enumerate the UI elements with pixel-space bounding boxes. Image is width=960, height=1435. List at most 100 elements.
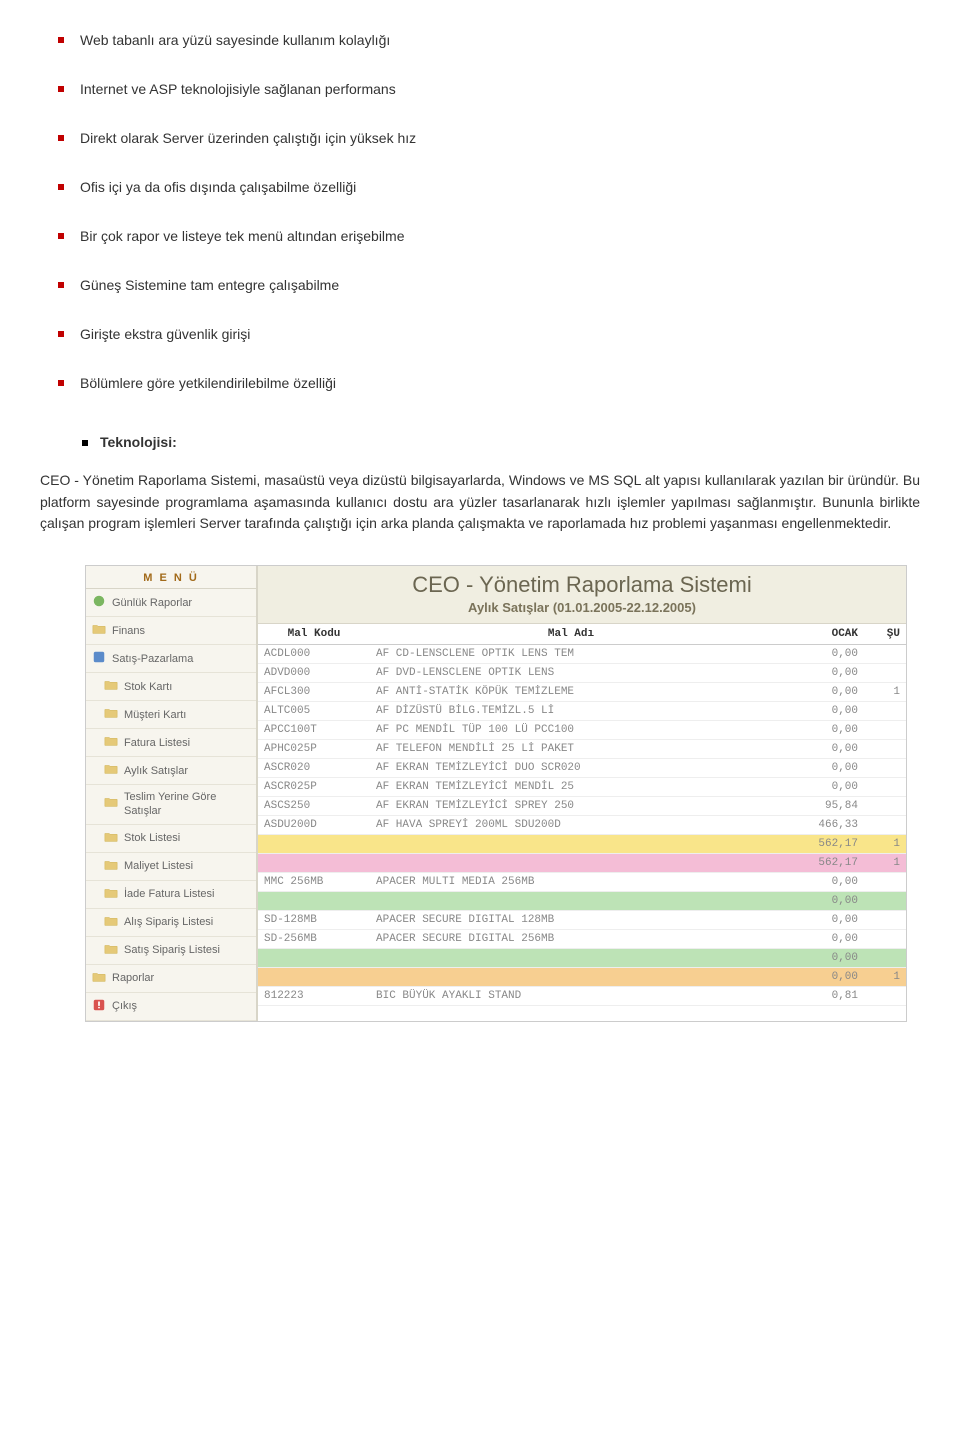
table-cell: 0,00 [772, 683, 864, 702]
table-cell: 0,00 [772, 968, 864, 987]
table-row: ACDL000AF CD-LENSCLENE OPTIK LENS TEM0,0… [258, 645, 906, 664]
folder-icon [104, 830, 118, 847]
menu-item[interactable]: Stok Kartı [86, 673, 256, 701]
menu-item-label: Finans [112, 625, 145, 637]
table-row: 0,00 [258, 949, 906, 968]
folder-icon [104, 914, 118, 931]
table-cell [864, 892, 906, 911]
table-cell: AF EKRAN TEMİZLEYİCİ DUO SCR020 [370, 759, 772, 778]
table-cell: 1 [864, 968, 906, 987]
menu-item[interactable]: Raporlar [86, 965, 256, 993]
table-row: 812223BIC BÜYÜK AYAKLI STAND0,81 [258, 987, 906, 1006]
menu-item-label: İade Fatura Listesi [124, 888, 215, 900]
feature-item: Ofis içi ya da ofis dışında çalışabilme … [40, 177, 920, 198]
table-row: APHC025PAF TELEFON MENDİLİ 25 Lİ PAKET0,… [258, 740, 906, 759]
table-row: APCC100TAF PC MENDİL TÜP 100 LÜ PCC1000,… [258, 721, 906, 740]
table-cell: 0,00 [772, 721, 864, 740]
menu-item[interactable]: Günlük Raporlar [86, 589, 256, 617]
table-cell: SD-128MB [258, 911, 370, 930]
table-row: AFCL300AF ANTİ-STATİK KÖPÜK TEMİZLEME0,0… [258, 683, 906, 702]
table-cell: 812223 [258, 987, 370, 1006]
menu-item-label: Raporlar [112, 972, 154, 984]
menu-item-label: Maliyet Listesi [124, 860, 193, 872]
column-header: OCAK [772, 624, 864, 645]
table-cell [864, 873, 906, 892]
column-header: Mal Kodu [258, 624, 370, 645]
table-cell: AF DİZÜSTÜ BİLG.TEMİZL.5 Lİ [370, 702, 772, 721]
menu-item[interactable]: İade Fatura Listesi [86, 881, 256, 909]
table-row: ASDU200DAF HAVA SPREYİ 200ML SDU200D466,… [258, 816, 906, 835]
table-cell: AF CD-LENSCLENE OPTIK LENS TEM [370, 645, 772, 664]
table-cell: 0,00 [772, 892, 864, 911]
table-cell: 0,00 [772, 702, 864, 721]
table-cell: 0,00 [772, 930, 864, 949]
menu-item[interactable]: Stok Listesi [86, 825, 256, 853]
table-cell: ASDU200D [258, 816, 370, 835]
menu-item-label: Satış-Pazarlama [112, 653, 193, 665]
table-cell: 0,00 [772, 873, 864, 892]
table-cell: 0,00 [772, 645, 864, 664]
menu-item-label: Stok Listesi [124, 832, 180, 844]
table-cell: 562,17 [772, 835, 864, 854]
table-cell: 466,33 [772, 816, 864, 835]
table-cell: AF PC MENDİL TÜP 100 LÜ PCC100 [370, 721, 772, 740]
table-cell: APACER MULTI MEDIA 256MB [370, 873, 772, 892]
table-cell: AF DVD-LENSCLENE OPTIK LENS [370, 664, 772, 683]
menu-item[interactable]: Çıkış [86, 993, 256, 1021]
table-cell: MMC 256MB [258, 873, 370, 892]
table-row: SD-256MBAPACER SECURE DIGITAL 256MB0,00 [258, 930, 906, 949]
menu-item[interactable]: Teslim Yerine Göre Satışlar [86, 785, 256, 825]
description-paragraph: CEO - Yönetim Raporlama Sistemi, masaüst… [40, 470, 920, 535]
menu-item[interactable]: Fatura Listesi [86, 729, 256, 757]
table-row: 562,171 [258, 835, 906, 854]
menu-item-label: Alış Sipariş Listesi [124, 916, 213, 928]
menu-item[interactable]: Maliyet Listesi [86, 853, 256, 881]
folder-icon [92, 622, 106, 639]
feature-item: Bir çok rapor ve listeye tek menü altınd… [40, 226, 920, 247]
feature-item: Web tabanlı ara yüzü sayesinde kullanım … [40, 30, 920, 51]
menu-item[interactable]: Müşteri Kartı [86, 701, 256, 729]
table-row: SD-128MBAPACER SECURE DIGITAL 128MB0,00 [258, 911, 906, 930]
table-cell: 95,84 [772, 797, 864, 816]
data-table: Mal KoduMal AdıOCAKŞU ACDL000AF CD-LENSC… [258, 624, 906, 1006]
table-cell: SD-256MB [258, 930, 370, 949]
table-cell: ALTC005 [258, 702, 370, 721]
table-cell [864, 797, 906, 816]
table-cell: 0,81 [772, 987, 864, 1006]
table-row: ASCR025PAF EKRAN TEMİZLEYİCİ MENDİL 250,… [258, 778, 906, 797]
table-cell: AF EKRAN TEMİZLEYİCİ SPREY 250 [370, 797, 772, 816]
folder-icon [104, 942, 118, 959]
column-header: ŞU [864, 624, 906, 645]
table-cell: 1 [864, 835, 906, 854]
red-icon [92, 998, 106, 1015]
table-cell: AF TELEFON MENDİLİ 25 Lİ PAKET [370, 740, 772, 759]
table-cell [258, 949, 370, 968]
folder-icon [104, 795, 118, 813]
menu-item-label: Aylık Satışlar [124, 765, 188, 777]
table-cell: 0,00 [772, 778, 864, 797]
menu-item[interactable]: Finans [86, 617, 256, 645]
table-cell: ADVD000 [258, 664, 370, 683]
menu-item[interactable]: Alış Sipariş Listesi [86, 909, 256, 937]
menu-item[interactable]: Satış-Pazarlama [86, 645, 256, 673]
feature-item: Bölümlere göre yetkilendirilebilme özell… [40, 373, 920, 394]
folder-icon [104, 858, 118, 875]
menu-item[interactable]: Satış Sipariş Listesi [86, 937, 256, 965]
table-cell: APACER SECURE DIGITAL 128MB [370, 911, 772, 930]
table-cell [370, 949, 772, 968]
table-row: ASCS250AF EKRAN TEMİZLEYİCİ SPREY 25095,… [258, 797, 906, 816]
green-icon [92, 594, 106, 611]
table-cell [258, 854, 370, 873]
folder-icon [104, 706, 118, 723]
menu-item-label: Fatura Listesi [124, 737, 190, 749]
table-cell [864, 664, 906, 683]
feature-item: Güneş Sistemine tam entegre çalışabilme [40, 275, 920, 296]
table-cell: ASCS250 [258, 797, 370, 816]
menu-item[interactable]: Aylık Satışlar [86, 757, 256, 785]
blue-icon [92, 650, 106, 667]
table-cell: ASCR020 [258, 759, 370, 778]
table-row: ALTC005AF DİZÜSTÜ BİLG.TEMİZL.5 Lİ0,00 [258, 702, 906, 721]
table-cell [370, 854, 772, 873]
table-cell: ASCR025P [258, 778, 370, 797]
table-cell: 0,00 [772, 949, 864, 968]
